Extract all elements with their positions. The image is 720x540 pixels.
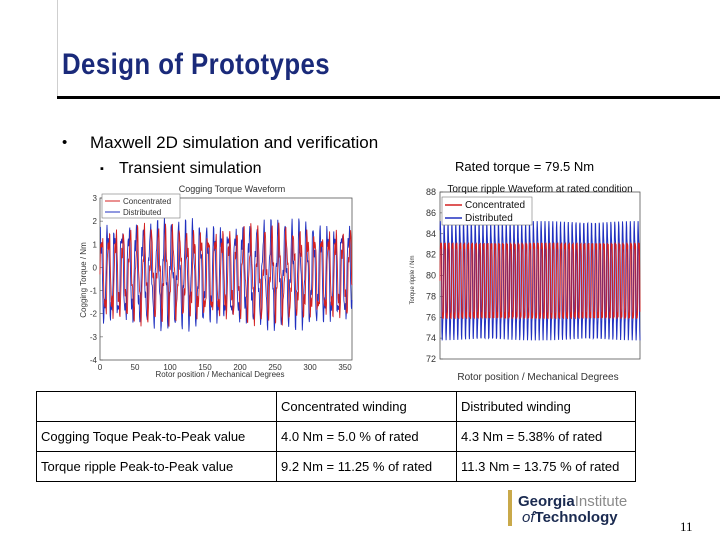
chart1-xlabel: Rotor position / Mechanical Degrees: [156, 370, 285, 379]
chart1-series-concentrated: [99, 222, 353, 327]
chart2-ytick-label: 80: [426, 271, 436, 281]
chart2-ytick-label: 82: [426, 250, 436, 260]
table-cell: Cogging Toque Peak-to-Peak value: [36, 421, 277, 452]
chart2-legend-concentrated: Concentrated: [465, 200, 525, 211]
chart1-ytick-label: 1: [93, 240, 98, 249]
chart2-xlabel: Rotor position / Mechanical Degrees: [457, 372, 618, 383]
bullet-main-text: Maxwell 2D simulation and verification: [90, 133, 379, 152]
chart1-xtick-label: 100: [163, 363, 177, 372]
title-underline: [57, 96, 720, 99]
chart1-ytick-label: -2: [90, 310, 98, 319]
chart1-ytick-label: 2: [93, 217, 98, 226]
chart1-ylabel: Cogging Torque / Nm: [79, 242, 88, 318]
torque-ripple-chart: Torque ripple Waveform at rated conditio…: [410, 184, 641, 383]
chart2-legend-box: [441, 196, 533, 226]
chart2-legend-distributed: Distributed: [465, 213, 513, 224]
chart2-ytick-label: 86: [426, 208, 436, 218]
chart1-title: Cogging Torque Waveform: [179, 184, 286, 194]
chart1-xtick-label: 350: [338, 363, 352, 372]
table-cell: Torque ripple Peak-to-Peak value: [36, 451, 277, 482]
chart1-xtick-label: 50: [131, 363, 140, 372]
chart1-ytick-label: -3: [90, 333, 98, 342]
bullet-dot-icon: •: [62, 134, 68, 151]
chart1-xtick-label: 0: [98, 363, 103, 372]
chart2-series-concentrated: [439, 242, 641, 319]
table-cell: 4.3 Nm = 5.38% of rated: [456, 421, 636, 452]
georgia-tech-logo: GeorgiaInstitute ofTechnology: [508, 490, 627, 526]
chart1-ytick-label: -1: [90, 287, 98, 296]
chart1-legend-box: [101, 193, 181, 219]
chart2-ytick-label: 72: [426, 354, 436, 364]
table-cell: 9.2 Nm = 11.25 % of rated: [276, 451, 457, 482]
table-row: Torque ripple Peak-to-Peak value 9.2 Nm …: [36, 451, 636, 482]
chart1-xtick-label: 300: [303, 363, 317, 372]
cogging-torque-chart: Cogging Torque Waveform 3 2 1 0 -1 -2 -3 -4 0 50…: [79, 184, 353, 379]
table-row: Cogging Toque Peak-to-Peak value 4.0 Nm …: [36, 421, 636, 452]
svg-text:GeorgiaInstitute: GeorgiaInstitute: [518, 493, 627, 510]
table-cell: 11.3 Nm = 13.75 % of rated: [456, 451, 636, 482]
chart2-ytick-label: 84: [426, 229, 436, 239]
chart1-xtick-label: 150: [198, 363, 212, 372]
bullet-sub-text: Transient simulation: [119, 160, 262, 177]
table-header-row: Concentrated winding Distributed winding: [36, 391, 636, 422]
chart2-ylabel: Torque ripple / Nm: [410, 255, 416, 304]
chart2-ytick-label: 76: [426, 312, 436, 322]
bullet-square-icon: ▪: [100, 163, 104, 175]
chart1-legend-concentrated: Concentrated: [123, 197, 171, 206]
title-left-accent: [57, 0, 58, 96]
table-cell: 4.0 Nm = 5.0 % of rated: [276, 421, 457, 452]
chart2-ytick-label: 88: [426, 187, 436, 197]
table-header-concentrated: Concentrated winding: [276, 391, 457, 422]
results-table: Concentrated winding Distributed winding…: [36, 391, 636, 482]
chart1-ytick-label: 3: [93, 194, 98, 203]
page-number: 11: [680, 519, 693, 534]
svg-text:ofTechnology: ofTechnology: [522, 509, 618, 526]
chart2-title: Torque ripple Waveform at rated conditio…: [447, 184, 632, 195]
slide-title: Design of Prototypes: [62, 48, 331, 81]
chart1-ytick-label: -4: [90, 356, 98, 365]
chart2-ytick-label: 78: [426, 291, 436, 301]
rated-torque-label: Rated torque = 79.5 Nm: [455, 159, 595, 174]
chart1-xtick-label: 250: [268, 363, 282, 372]
table-header-distributed: Distributed winding: [456, 391, 636, 422]
chart1-legend-distributed: Distributed: [123, 208, 161, 217]
chart1-ytick-label: 0: [93, 263, 98, 272]
chart2-ytick-label: 74: [426, 333, 436, 343]
chart1-xtick-label: 200: [233, 363, 247, 372]
table-cell: [36, 391, 277, 422]
